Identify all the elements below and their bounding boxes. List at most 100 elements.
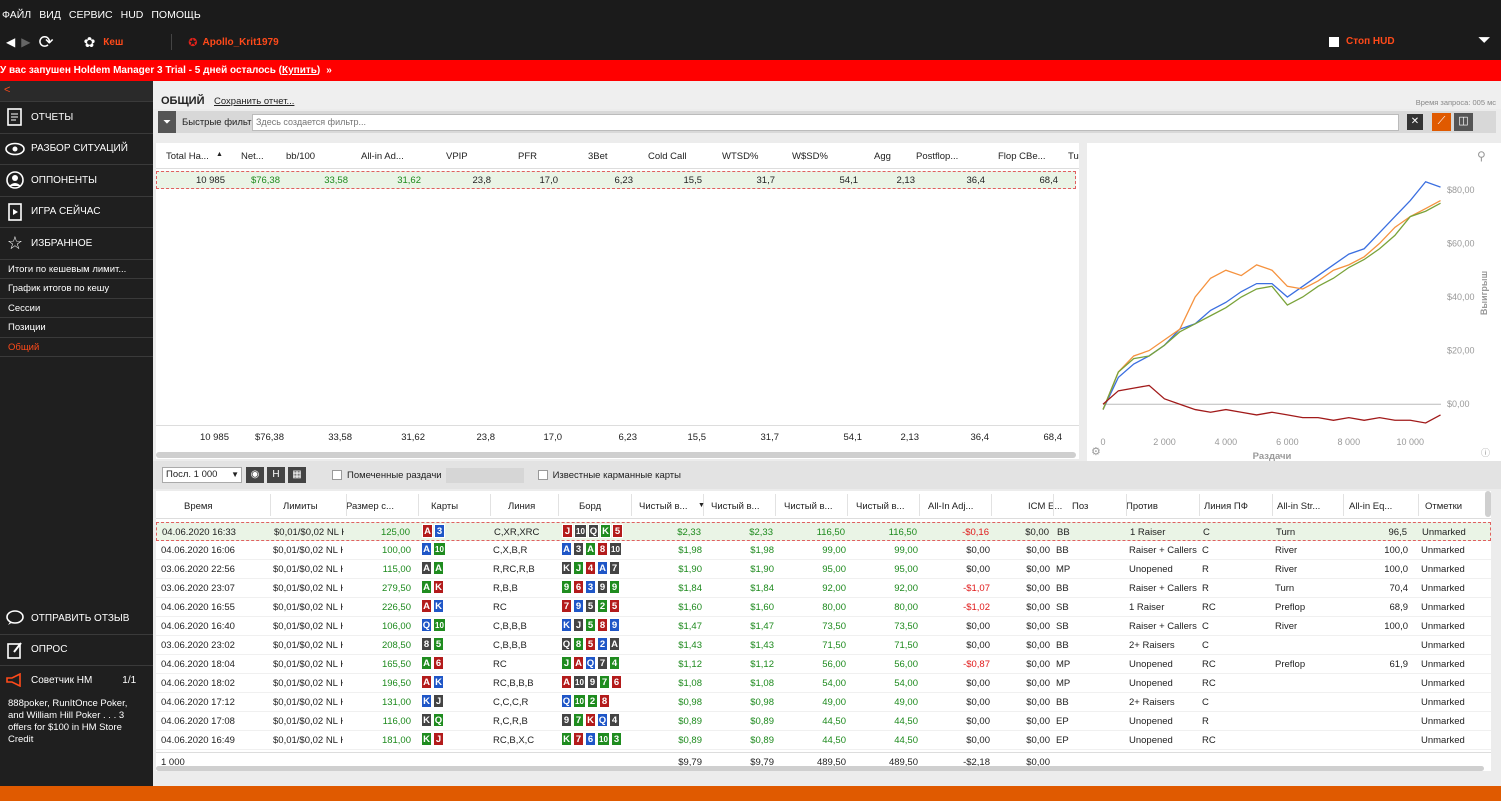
table-cell: C,B,B,B	[493, 640, 527, 651]
survey-button[interactable]: ОПРОС	[0, 635, 153, 666]
filter-icon[interactable]: ⏷	[158, 111, 176, 133]
menu-help[interactable]: ПОМОЩЬ	[151, 9, 201, 21]
sidebar-item-reports[interactable]: ОТЧЕТЫ	[0, 102, 153, 134]
summary-cell: 31,62	[401, 432, 425, 443]
back-icon[interactable]: ◀	[6, 35, 16, 49]
table-row[interactable]: 03.06.2020 22:56 $0,01/$0,02 NL H 115,00 A A…	[156, 560, 1491, 579]
summary-col-header[interactable]: Agg	[874, 151, 891, 162]
sidebar-item-play-now[interactable]: ИГРА СЕЙЧАС	[0, 197, 153, 228]
buy-link[interactable]: Купить	[282, 65, 317, 76]
chips-icon[interactable]: ✿	[83, 33, 96, 50]
sort-desc-icon[interactable]: ▼	[698, 502, 705, 509]
summary-col-header[interactable]: W$SD%	[792, 151, 828, 162]
table-row[interactable]: 03.06.2020 23:07 $0,01/$0,02 NL H 279,50 A K…	[156, 579, 1491, 598]
settings-icon[interactable]: ⚙	[1091, 446, 1101, 458]
stop-hud-checkbox[interactable]	[1329, 37, 1339, 47]
summary-col-header[interactable]: 3Bet	[588, 151, 608, 162]
summary-col-header[interactable]: Total Ha...	[166, 151, 209, 162]
sidebar-subitem[interactable]: График итогов по кешу	[0, 279, 153, 299]
hands-col-header[interactable]: Чистый в...	[856, 501, 905, 512]
chart-toggle-icon[interactable]: ⟋	[1432, 113, 1451, 131]
summary-col-header[interactable]: WTSD%	[722, 151, 759, 162]
summary-col-header[interactable]: Flop CBe...	[998, 151, 1046, 162]
sidebar-item-opponents[interactable]: ОППОНЕНТЫ	[0, 165, 153, 197]
table-row[interactable]: 04.06.2020 17:12 $0,01/$0,02 NL H 131,00 K J…	[156, 693, 1491, 712]
menu-file[interactable]: ФАЙЛ	[2, 9, 32, 21]
hands-col-header[interactable]: All-in Eq...	[1349, 501, 1393, 512]
double-chevron-icon[interactable]: »	[326, 65, 332, 76]
filter-funnel-icon[interactable]: ⏷	[1478, 32, 1491, 49]
forward-icon[interactable]: ▶	[21, 35, 31, 49]
zoom-icon[interactable]: ⚲	[1477, 149, 1486, 163]
hands-col-header[interactable]: Время	[184, 501, 213, 512]
summary-col-header[interactable]: bb/100	[286, 151, 316, 162]
refresh-icon[interactable]: ⟳	[38, 31, 54, 52]
menu-service[interactable]: СЕРВИС	[68, 9, 113, 21]
hands-col-header[interactable]: Чистый в...	[784, 501, 833, 512]
vertical-scrollbar[interactable]	[1485, 491, 1491, 517]
sidebar-item-situations[interactable]: РАЗБОР СИТУАЦИЙ	[0, 134, 153, 165]
player-name[interactable]: Apollo_Krit1979	[202, 36, 279, 48]
table-row[interactable]: 04.06.2020 16:33 $0,01/$0,02 NL H 125,00 A 3…	[156, 522, 1491, 541]
clear-filter-icon[interactable]: ✕	[1407, 114, 1423, 130]
feedback-button[interactable]: ОТПРАВИТЬ ОТЗЫВ	[0, 603, 153, 635]
table-row[interactable]: 03.06.2020 23:02 $0,01/$0,02 NL H 208,50 8 5…	[156, 636, 1491, 655]
hands-col-header[interactable]: ICM E...	[1028, 501, 1063, 512]
summary-col-header[interactable]: All-in Ad...	[361, 151, 404, 162]
hands-col-header[interactable]: Поз	[1072, 501, 1089, 512]
marked-input[interactable]	[445, 467, 524, 483]
sidebar-subitem[interactable]: Итоги по кешевым лимит...	[0, 260, 153, 279]
table-row[interactable]: 04.06.2020 17:08 $0,01/$0,02 NL H 116,00 K Q…	[156, 712, 1491, 731]
hands-col-header[interactable]: Карты	[431, 501, 459, 512]
summary-row[interactable]: 10 985 $76,38 33,58 31,62 23,8 17,0 6,23 15,5 31…	[156, 171, 1076, 189]
sidebar-item-favorites[interactable]: ☆ ИЗБРАННОЕ	[0, 228, 153, 260]
summary-col-header[interactable]: Net...	[241, 151, 264, 162]
layout-toggle-icon[interactable]: ◫	[1454, 113, 1473, 131]
table-cell: $1,98	[678, 545, 702, 556]
hands-col-header[interactable]: All-In Adj...	[928, 501, 974, 512]
hands-col-header[interactable]: Против	[1126, 501, 1158, 512]
sidebar-subitem-active[interactable]: Общий	[0, 338, 153, 357]
summary-col-header[interactable]: Tu	[1068, 151, 1079, 162]
sidebar-subitem[interactable]: Сессии	[0, 299, 153, 318]
summary-col-header[interactable]: Cold Call	[648, 151, 687, 162]
horizontal-scrollbar[interactable]	[156, 766, 1484, 771]
info-icon[interactable]: ⓘ	[1481, 448, 1491, 458]
horizontal-scrollbar[interactable]	[156, 452, 1076, 458]
hands-col-header[interactable]: Линия ПФ	[1204, 501, 1248, 512]
grid-icon[interactable]: ▦	[288, 467, 306, 483]
hands-col-header[interactable]: Размер с...	[346, 501, 394, 512]
advisor-message[interactable]: 888poker, RunItOnce Poker, and William H…	[8, 698, 128, 745]
game-type[interactable]: Кеш	[103, 36, 124, 48]
summary-col-header[interactable]: Postflop...	[916, 151, 959, 162]
hands-col-header[interactable]: Борд	[579, 501, 602, 512]
hands-col-header[interactable]: Чистый в...	[711, 501, 760, 512]
menu-view[interactable]: ВИД	[39, 9, 61, 21]
summary-col-header[interactable]: PFR	[518, 151, 537, 162]
marked-checkbox[interactable]	[332, 470, 342, 480]
hands-count-select[interactable]: Посл. 1 000 ▼	[162, 467, 242, 483]
filter-input[interactable]	[252, 113, 1399, 131]
hands-col-header[interactable]: Чистый в...	[639, 501, 688, 512]
advisor-header[interactable]: Советчик HM 1/1	[0, 666, 153, 694]
sidebar-subitem[interactable]: Позиции	[0, 318, 153, 338]
stop-hud-label[interactable]: Стоп HUD	[1346, 36, 1395, 47]
table-row[interactable]: 04.06.2020 16:49 $0,01/$0,02 NL H 181,00 K J…	[156, 731, 1491, 750]
table-row[interactable]: 04.06.2020 18:04 $0,01/$0,02 NL H 165,50 A 6…	[156, 655, 1491, 674]
known-checkbox[interactable]	[537, 470, 548, 480]
eye-toggle-icon[interactable]: ◉	[246, 467, 264, 483]
save-report-link[interactable]: Сохранить отчет...	[214, 96, 295, 107]
hands-col-header[interactable]: Лимиты	[283, 501, 318, 512]
table-row[interactable]: 04.06.2020 16:06 $0,01/$0,02 NL H 100,00 A 1…	[156, 541, 1491, 560]
hands-col-header[interactable]: Отметки	[1425, 501, 1463, 512]
hands-col-header[interactable]: All-in Str...	[1277, 501, 1321, 512]
sidebar-collapse[interactable]: <	[0, 81, 153, 102]
hands-col-header[interactable]: Линия	[508, 501, 536, 512]
table-row[interactable]: 04.06.2020 16:55 $0,01/$0,02 NL H 226,50 A K…	[156, 598, 1491, 617]
h-button[interactable]: H	[267, 467, 285, 483]
table-row[interactable]: 04.06.2020 18:02 $0,01/$0,02 NL H 196,50 A K…	[156, 674, 1491, 693]
table-row[interactable]: 04.06.2020 16:40 $0,01/$0,02 NL H 106,00 Q 1…	[156, 617, 1491, 636]
menu-hud[interactable]: HUD	[120, 9, 144, 21]
sort-asc-icon[interactable]: ▲	[216, 151, 223, 158]
summary-col-header[interactable]: VPIP	[446, 151, 468, 162]
